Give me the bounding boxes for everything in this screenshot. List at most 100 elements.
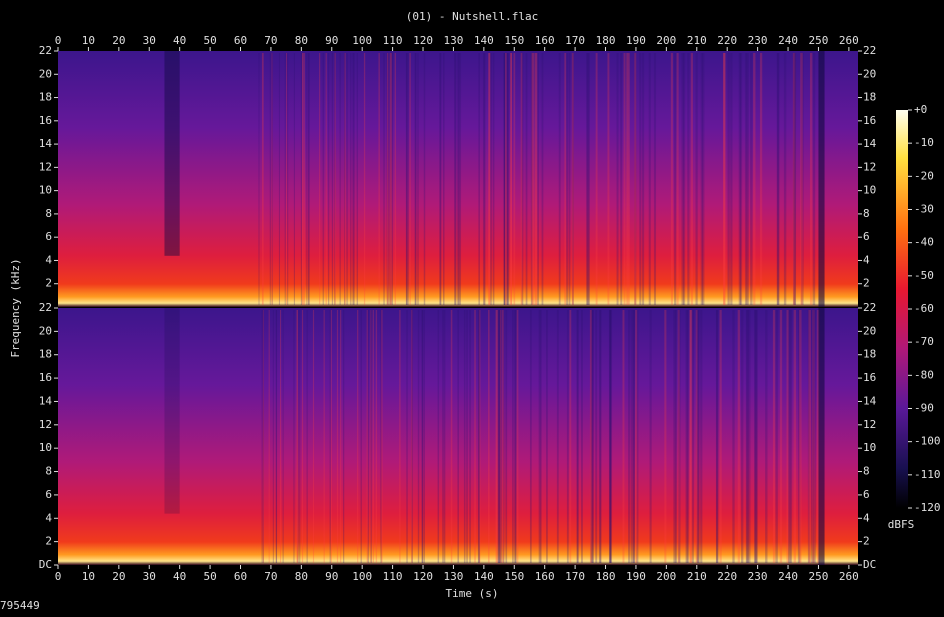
spectrum-stripe (308, 53, 310, 305)
spectrum-stripe (319, 53, 321, 305)
spectrum-stripe (776, 53, 780, 305)
x-tick-label: 170 (565, 34, 585, 47)
spectrum-stripe (399, 310, 401, 563)
spectrogram (58, 51, 858, 307)
spectrum-stripe (691, 310, 694, 563)
spectrum-stripe (505, 53, 507, 305)
spectrum-stripe (497, 310, 500, 563)
spectrum-stripe (566, 310, 569, 563)
spectrum-stripe (293, 53, 295, 305)
spectrum-stripe (478, 310, 481, 563)
spectrum-stripe (746, 310, 749, 563)
x-tick-label: 80 (295, 34, 308, 47)
spectrum-stripe (586, 53, 588, 305)
spectrum-stripe (505, 310, 508, 563)
spectrum-stripe (497, 310, 500, 563)
spectrum-stripe (753, 53, 756, 305)
spectrum-stripe (367, 310, 369, 563)
y-tick-label: 22 (863, 44, 876, 57)
y-tick-label: 10 (863, 441, 876, 454)
spectrum-stripe (716, 310, 719, 563)
x-tick-label: 260 (839, 570, 859, 583)
spectrum-stripe (664, 310, 667, 563)
x-tick-label: 50 (203, 34, 216, 47)
spectrum-stripe (670, 53, 673, 305)
spectrum-stripe (503, 53, 506, 305)
colorbar-tick-label: -40 (914, 236, 934, 249)
y-tick-label: 6 (45, 230, 52, 243)
spectrum-stripe (487, 310, 490, 563)
spectrum-stripe (330, 310, 332, 563)
spectrum-stripe (443, 310, 446, 563)
colorbar-label: dBFS (888, 518, 915, 531)
spectrum-stripe (375, 310, 378, 563)
spectrum-stripe (681, 53, 684, 305)
spectrum-stripe (541, 53, 544, 305)
x-tick-label: 240 (778, 34, 798, 47)
spectrum-stripe (642, 53, 645, 305)
spectrum-stripe (414, 53, 416, 305)
spectrum-stripe (325, 53, 327, 305)
spectrum-stripe (454, 53, 457, 305)
spectrum-stripe (380, 310, 382, 563)
spectrum-stripe (366, 310, 368, 563)
y-tick-label: DC (863, 558, 876, 571)
spectrum-stripe (674, 310, 678, 563)
spectrum-stripe (411, 310, 413, 563)
spectrum-stripe (586, 53, 589, 305)
spectrum-stripe (797, 310, 801, 563)
spectrum-stripe (801, 53, 804, 305)
y-tick-label: 12 (863, 418, 876, 431)
spectrum-stripe (788, 310, 791, 563)
spectrum-stripe (406, 53, 408, 305)
spectrum-stripe (282, 310, 284, 563)
y-tick-label: 14 (863, 394, 877, 407)
spectrum-stripe (626, 53, 629, 305)
spectrum-stripe (792, 53, 796, 305)
spectrum-stripe (344, 53, 346, 305)
spectrum-stripe (697, 310, 700, 563)
spectrum-stripe (334, 53, 336, 305)
spectrum-stripe (628, 310, 631, 563)
spectrum-stripe (576, 310, 579, 563)
spectrum-stripe (789, 310, 793, 563)
spectrum-stripe (510, 53, 513, 305)
y-tick-label: 22 (863, 301, 876, 314)
spectrum-stripe (331, 53, 334, 305)
spectrum-stripe (520, 53, 523, 305)
x-tick-label: 120 (413, 570, 433, 583)
spectrum-stripe (682, 53, 686, 305)
spectrum-stripe (514, 310, 516, 563)
colorbar-tick-label: -100 (914, 435, 941, 448)
spectrum-stripe (777, 53, 780, 305)
spectrum-stripe (506, 53, 508, 305)
y-tick-label: DC (39, 558, 52, 571)
spectrum-stripe (812, 310, 815, 563)
spectrum-stripe (732, 310, 735, 563)
spectrum-stripe (496, 310, 499, 563)
y-tick-label: 12 (39, 418, 52, 431)
spectrum-stripe (512, 310, 514, 563)
spectrum-stripe (370, 310, 372, 563)
y-tick-label: 14 (863, 137, 877, 150)
spectrum-stripe (719, 310, 722, 563)
colorbar-tick-label: -60 (914, 302, 934, 315)
spectrum-stripe (690, 53, 693, 305)
spectrum-stripe (793, 53, 796, 305)
y-tick-label: 6 (863, 230, 870, 243)
y-tick-label: 10 (863, 184, 876, 197)
spectrum-stripe (296, 310, 298, 563)
spectrum-stripe (571, 53, 574, 305)
spectrum-stripe (630, 310, 633, 563)
spectrum-stripe (702, 53, 705, 305)
y-tick-label: 4 (863, 511, 870, 524)
spectrum-stripe (378, 53, 380, 305)
spectrum-stripe (383, 53, 385, 305)
spectrum-stripe (745, 310, 749, 563)
spectrum-stripe (415, 53, 417, 305)
spectrum-stripe (558, 53, 561, 305)
spectrum-stripe (690, 310, 693, 563)
spectrum-stripe (525, 53, 528, 305)
x-tick-label: 50 (203, 570, 216, 583)
y-tick-label: 2 (45, 535, 52, 548)
